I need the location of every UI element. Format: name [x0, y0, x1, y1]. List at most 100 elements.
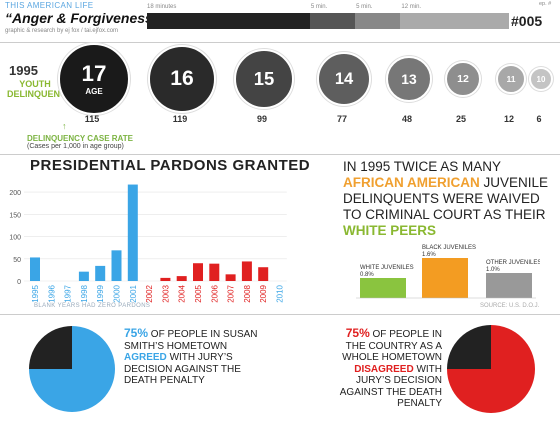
stat-disagreed-text-2: WITH JURY’S DECISION AGAINST THE DEATH P…	[339, 363, 442, 410]
timeline-segment	[400, 13, 509, 29]
x-tick-label: 1998	[80, 284, 89, 302]
pardon-bar	[176, 276, 187, 281]
age-number: 12	[457, 73, 469, 85]
x-tick-label: 2002	[145, 284, 154, 302]
waiver-bar	[422, 258, 468, 298]
age-circle: 12	[445, 61, 481, 97]
y-tick-label: 200	[9, 190, 21, 197]
case-rate-value: 77	[336, 114, 347, 124]
waiver-bar-value: 0.8%	[360, 272, 374, 278]
fact-line-2-rest: JUVENILE	[479, 175, 549, 190]
timeline-label: 12 min.	[401, 4, 422, 10]
pardon-bar	[209, 263, 220, 281]
waiver-bar-category: OTHER JUVENILES	[486, 260, 540, 266]
pardon-bar	[241, 261, 252, 281]
source-note: SOURCE: U.S. D.O.J.	[480, 303, 540, 309]
x-tick-label: 2003	[161, 284, 170, 302]
year-label: 1995	[9, 63, 38, 78]
case-rate-value: 12	[503, 114, 514, 124]
fact-line-4: TO CRIMINAL COURT AS THEIR	[343, 207, 546, 222]
pardon-bar	[30, 257, 40, 281]
pardon-bar	[111, 250, 122, 281]
x-tick-label: 2001	[129, 284, 138, 302]
x-tick-label: 2010	[276, 284, 285, 302]
pie-chart-disagreed	[447, 325, 535, 413]
case-rate-value: 119	[172, 114, 188, 124]
pardon-bar	[127, 184, 138, 281]
y-tick-label: 50	[13, 257, 21, 264]
waiver-bar-value: 1.6%	[422, 252, 436, 258]
episode-number: #005	[511, 13, 543, 29]
x-tick-label: 1996	[47, 284, 56, 302]
case-rate-value: 48	[401, 114, 412, 124]
pardons-chart: 0 50 100 150 200 1995 1996 1997 1998 1999 2000 2001…	[9, 184, 287, 303]
age-circle: 10	[529, 67, 553, 91]
arrow-up-icon: ↑	[62, 121, 67, 131]
stat-agreed-text-1: OF PEOPLE IN SUSAN SMITH’S HOMETOWN	[124, 329, 258, 352]
waiver-bar-category: WHITE JUVENILES	[360, 265, 414, 271]
case-rate-value: 115	[84, 114, 100, 124]
fact-highlight-african-american: AFRICAN AMERICAN	[343, 175, 480, 190]
fact-line-1: IN 1995 TWICE AS MANY	[343, 159, 502, 174]
age-circle: 16	[148, 45, 216, 113]
timeline-label: 5 min.	[310, 4, 328, 10]
waiver-bar	[360, 278, 406, 298]
credit-line: graphic & research by ej fox / tai.ejfox…	[5, 28, 119, 34]
timeline-segment	[355, 13, 401, 29]
case-rate-value: 25	[455, 114, 466, 124]
stat-agreed-highlight: AGREED	[124, 352, 167, 363]
youth-delinquency-label: YOUTH DELINQUENCY	[7, 79, 73, 99]
stat-disagreed: 75% OF PEOPLE IN THE COUNTRY AS A WHOLE …	[330, 326, 442, 410]
age-circle: 11	[496, 64, 526, 94]
x-tick-label: 1999	[96, 284, 105, 302]
stat-disagreed-text-1: OF PEOPLE IN THE COUNTRY AS A WHOLE HOME…	[342, 329, 442, 363]
age-circle: 17 AGE	[58, 43, 130, 115]
age-circle: 14	[317, 52, 371, 106]
section-divider	[0, 154, 560, 155]
y-tick-label: 100	[9, 235, 21, 242]
stat-agreed: 75% OF PEOPLE IN SUSAN SMITH’S HOMETOWN …	[124, 326, 264, 387]
pardon-bar	[78, 271, 89, 281]
age-number: 17	[81, 61, 107, 86]
blank-years-note: BLANK YEARS HAD ZERO PARDONS	[34, 303, 151, 309]
age-label: AGE	[85, 87, 103, 96]
age-number: 16	[170, 67, 194, 90]
episode-title: “Anger & Forgiveness”	[5, 10, 160, 26]
stat-disagreed-highlight: DISAGREED	[354, 363, 414, 375]
x-tick-label: 2007	[227, 284, 236, 302]
x-tick-label: 2009	[259, 284, 268, 302]
waiver-bar-value: 1.0%	[486, 267, 500, 273]
age-number: 11	[506, 74, 516, 84]
waiver-bar	[486, 273, 532, 298]
timeline-label: 5 min.	[356, 4, 373, 10]
waiver-bar-category: BLACK JUVENILES	[422, 245, 476, 251]
y-tick-label: 150	[9, 212, 21, 219]
y-tick-label: 0	[17, 279, 21, 286]
age-circle: 15	[234, 49, 294, 109]
case-rate-value: 6	[536, 114, 542, 124]
case-rate-value: 99	[256, 114, 267, 124]
pie-slice	[29, 326, 72, 369]
age-circle: 13	[386, 56, 432, 102]
pardon-bar	[225, 274, 236, 281]
episode-timeline: 18 minutes 5 min. 5 min. 12 min.	[147, 4, 509, 29]
fact-highlight-white-peers: WHITE PEERS	[343, 223, 437, 238]
pie-slice	[447, 325, 491, 369]
x-tick-label: 2008	[243, 284, 252, 302]
stat-agreed-percent: 75%	[124, 326, 149, 340]
pardon-bar	[258, 267, 269, 281]
header-divider	[0, 42, 560, 43]
episode-label: ep. #	[539, 1, 552, 7]
fact-line-5: WHITE PEERS	[343, 223, 553, 239]
pie-chart-agreed	[29, 326, 115, 412]
timeline-label: 18 minutes	[147, 4, 177, 10]
stat-disagreed-percent: 75%	[345, 326, 370, 340]
x-tick-label: 1997	[64, 284, 73, 302]
waiver-fact: IN 1995 TWICE AS MANY AFRICAN AMERICAN J…	[343, 159, 553, 239]
age-number: 15	[253, 68, 275, 89]
section-divider-2	[0, 314, 560, 315]
pardon-bar	[95, 265, 106, 281]
fact-line-2: AFRICAN AMERICAN JUVENILE	[343, 175, 553, 191]
fact-line-3: DELINQUENTS WERE WAIVED	[343, 191, 540, 206]
